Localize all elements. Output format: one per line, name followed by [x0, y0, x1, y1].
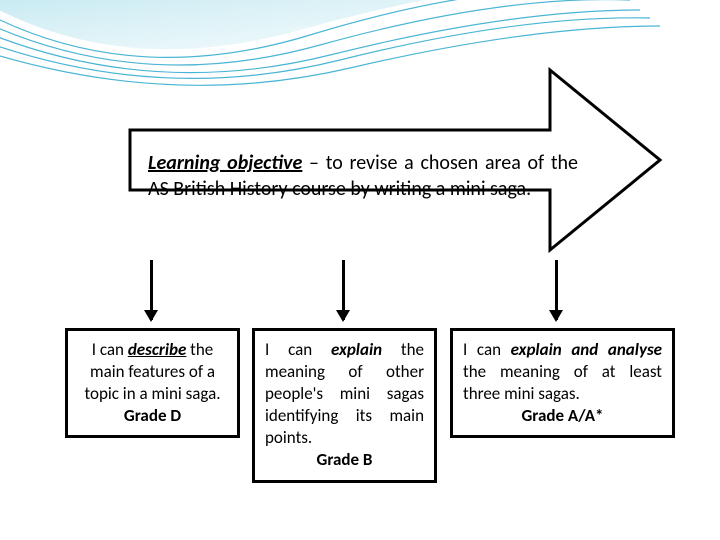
connector-arrow	[555, 260, 558, 320]
box-prefix: I can	[463, 339, 511, 360]
box-prefix: I can	[92, 339, 128, 360]
box-grade: Grade B	[265, 449, 424, 471]
box-prefix: I can	[265, 339, 331, 360]
box-verb: describe	[128, 339, 187, 360]
box-grade: Grade A/A*	[463, 405, 662, 427]
learning-objective: Learning objective – to revise a chosen …	[148, 150, 578, 202]
box-verb: explain and analyse	[511, 339, 662, 360]
connector-arrow	[150, 260, 153, 320]
objective-label: Learning objective	[148, 151, 302, 175]
box-verb: explain	[331, 339, 382, 360]
outcome-box: I can explain and analyse the meaning of…	[450, 328, 675, 438]
outcome-box: I can explain the meaning of other peopl…	[252, 328, 437, 483]
outcome-box: I can describe the main features of a to…	[65, 328, 240, 438]
objective-separator: –	[302, 151, 325, 175]
connector-arrow	[342, 260, 345, 320]
box-grade: Grade D	[78, 405, 227, 427]
box-rest: the meaning of at least three mini sagas…	[463, 361, 662, 404]
